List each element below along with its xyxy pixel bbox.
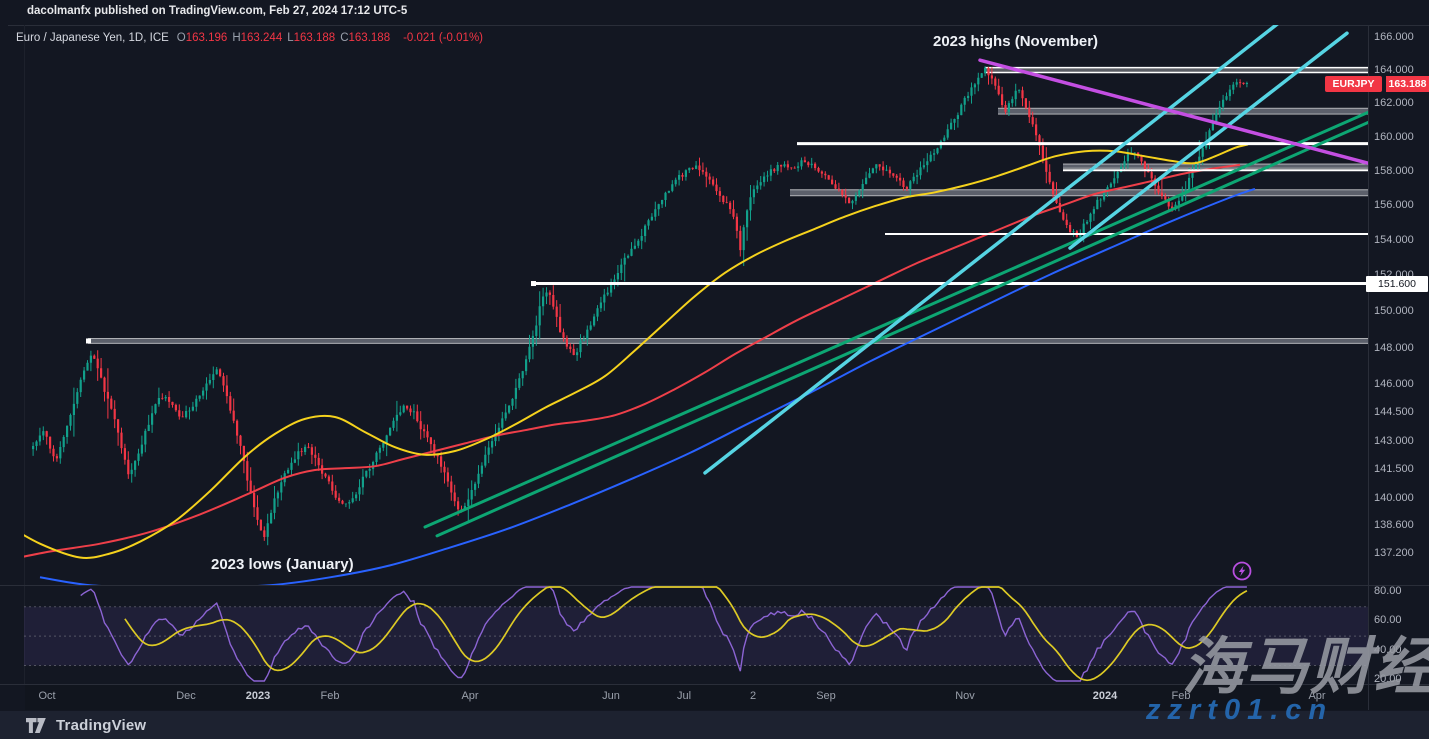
price-axis-label: 150.000 bbox=[1374, 305, 1414, 317]
channel-green-lower bbox=[435, 120, 1368, 538]
time-axis-strip[interactable] bbox=[25, 685, 1429, 710]
symbol-title: Euro / Japanese Yen, 1D, ICE bbox=[16, 32, 169, 44]
cyan-trendline-short bbox=[1068, 31, 1349, 250]
ohlc-letter: H bbox=[232, 32, 241, 44]
horizontal-levels bbox=[533, 142, 1368, 286]
price-axis-label: 137.200 bbox=[1374, 547, 1414, 559]
time-axis-label: Feb bbox=[1171, 690, 1191, 702]
ohlc-letter: C bbox=[340, 32, 349, 44]
ohlc-letter: O bbox=[176, 32, 186, 44]
drawing-handles bbox=[86, 281, 536, 344]
tradingview-brand[interactable]: TradingView bbox=[56, 716, 147, 734]
price-axis-label: 164.000 bbox=[1374, 64, 1414, 76]
ohlc-values: O163.196 H163.244 L163.188 C163.188 bbox=[177, 32, 395, 44]
channel-green-upper bbox=[423, 110, 1368, 529]
price-axis-separator bbox=[1368, 25, 1369, 710]
annotation-2023-lows: 2023 lows (January) bbox=[211, 556, 354, 573]
time-axis-label: Nov bbox=[955, 690, 975, 702]
rsi-axis-label: 60.00 bbox=[1374, 614, 1402, 626]
rsi-pane bbox=[24, 586, 1368, 682]
price-axis-label: 160.000 bbox=[1374, 131, 1414, 143]
time-axis-separator bbox=[0, 684, 1429, 685]
tradingview-logo-icon[interactable] bbox=[26, 717, 48, 733]
magenta-trendline bbox=[978, 58, 1368, 165]
widget-left-border bbox=[24, 25, 25, 684]
time-axis-label: 2024 bbox=[1092, 690, 1118, 702]
attribution-text: dacolmanfx published on TradingView.com,… bbox=[27, 5, 408, 17]
time-axis-label: Jul bbox=[676, 690, 692, 702]
ohlc-value: 163.188 bbox=[348, 32, 391, 44]
ohlc-value: 163.188 bbox=[293, 32, 336, 44]
ohlc-letter: L bbox=[287, 32, 294, 44]
price-axis-label: 156.000 bbox=[1374, 199, 1414, 211]
pane-separator[interactable] bbox=[0, 585, 1429, 586]
price-axis-label: 158.000 bbox=[1374, 165, 1414, 177]
price-axis-label: 143.000 bbox=[1374, 435, 1414, 447]
moving-averages bbox=[24, 143, 1256, 585]
ma-blue bbox=[39, 187, 1256, 585]
ohlc-value: 163.244 bbox=[240, 32, 283, 44]
main-pane bbox=[24, 25, 1368, 585]
price-axis-label: 146.000 bbox=[1374, 378, 1414, 390]
trendlines bbox=[423, 25, 1368, 538]
rsi-axis-label: 80.00 bbox=[1374, 585, 1402, 597]
footer-bar: TradingView bbox=[0, 711, 1429, 739]
ma-red bbox=[24, 163, 1241, 558]
price-axis-label: 141.500 bbox=[1374, 463, 1414, 475]
cyan-trendline-long bbox=[703, 25, 1279, 475]
price-axis-label: 148.000 bbox=[1374, 342, 1414, 354]
time-axis-label: Jun bbox=[602, 690, 620, 702]
support-resistance-zones bbox=[88, 66, 1368, 344]
candles bbox=[32, 66, 1248, 546]
ma-yellow bbox=[24, 143, 1249, 559]
time-axis-label: Oct bbox=[38, 690, 56, 702]
widget-top-border bbox=[8, 25, 1429, 26]
price-axis-label: 162.000 bbox=[1374, 97, 1414, 109]
price-axis-label: 140.000 bbox=[1374, 492, 1414, 504]
time-axis-label: Dec bbox=[176, 690, 196, 702]
rsi-signal-line bbox=[124, 586, 1248, 682]
ohlc-value: 163.196 bbox=[185, 32, 228, 44]
last-price-label: 163.188 bbox=[1386, 76, 1429, 92]
change-value: -0.021 (-0.01%) bbox=[403, 32, 483, 44]
time-axis-label: 2 bbox=[749, 690, 757, 702]
price-axis-label: 154.000 bbox=[1374, 234, 1414, 246]
time-axis-label: Feb bbox=[320, 690, 340, 702]
price-axis-label: 144.500 bbox=[1374, 406, 1414, 418]
time-axis-label: Apr bbox=[461, 690, 479, 702]
time-axis-label: Sep bbox=[816, 690, 836, 702]
annotation-2023-highs: 2023 highs (November) bbox=[933, 33, 1099, 50]
symbol-legend[interactable]: Euro / Japanese Yen, 1D, ICE O163.196 H16… bbox=[16, 32, 483, 44]
rsi-axis-label: 20.00 bbox=[1374, 673, 1402, 685]
rsi-axis-label: 40.00 bbox=[1374, 644, 1402, 656]
price-axis-label: 166.000 bbox=[1374, 31, 1414, 43]
time-axis-label: Apr bbox=[1308, 690, 1326, 702]
time-axis-label: 2023 bbox=[245, 690, 271, 702]
symbol-price-tag: EURJPY bbox=[1325, 76, 1382, 92]
level-price-label: 151.600 bbox=[1366, 276, 1428, 292]
lightning-icon bbox=[1231, 560, 1253, 587]
price-axis-label: 138.600 bbox=[1374, 519, 1414, 531]
